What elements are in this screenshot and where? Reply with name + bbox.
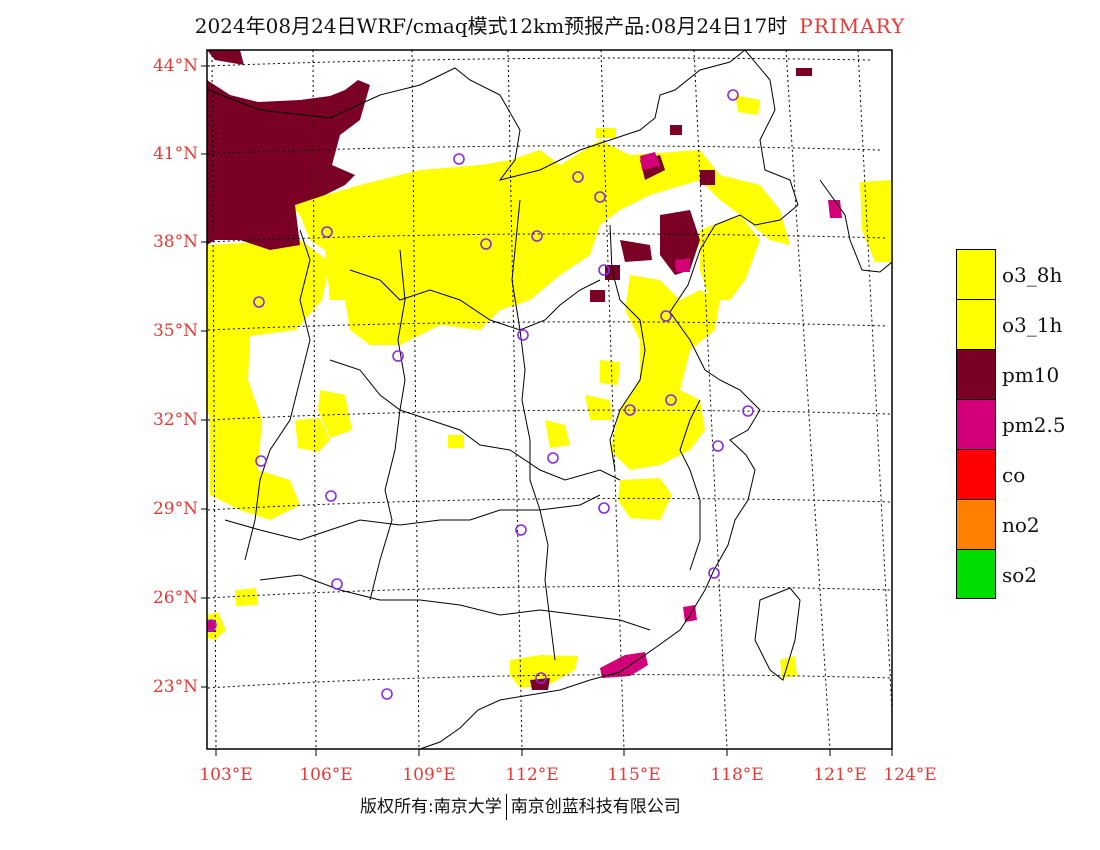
legend-swatch (956, 499, 996, 549)
primary-label: PRIMARY (799, 14, 906, 38)
lat-label-32n: 32°N (152, 410, 198, 430)
station-marker (572, 171, 584, 183)
map-title: 2024年08月24日WRF/cmaq模式12km预报产品:08月24日17时 P… (0, 10, 1100, 39)
title-text: 2024年08月24日WRF/cmaq模式12km预报产品:08月24日17时 (194, 14, 788, 38)
station-marker (480, 238, 492, 250)
station-marker (624, 404, 636, 416)
legend-label: no2 (1002, 513, 1040, 537)
station-marker (727, 89, 739, 101)
station-marker (535, 672, 547, 684)
station-marker (708, 567, 720, 579)
station-marker (598, 502, 610, 514)
station-marker (515, 524, 527, 536)
legend-swatch (956, 349, 996, 399)
station-marker (517, 329, 529, 341)
station-marker (321, 226, 333, 238)
station-marker (531, 230, 543, 242)
lon-label-109e: 109°E (402, 765, 456, 785)
station-marker (381, 688, 393, 700)
map-frame (206, 49, 893, 750)
lat-label-23n: 23°N (152, 677, 198, 697)
legend-swatch (956, 549, 996, 599)
station-marker (594, 191, 606, 203)
station-marker (255, 455, 267, 467)
axis-ticks (201, 65, 893, 756)
o3-field (207, 95, 892, 688)
lon-label-118e: 118°E (710, 765, 764, 785)
lat-label-38n: 38°N (152, 232, 198, 252)
station-marker (598, 264, 610, 276)
station-marker (331, 578, 343, 590)
station-markers (207, 89, 754, 700)
station-marker (325, 490, 337, 502)
station-marker (207, 619, 217, 631)
legend-label: pm10 (1002, 363, 1060, 387)
boundaries (207, 50, 892, 749)
station-marker (712, 440, 724, 452)
station-marker (392, 350, 404, 362)
lon-label-115e: 115°E (607, 765, 661, 785)
copyright-left: 版权所有:南京大学 (360, 797, 502, 817)
lon-label-103e: 103°E (199, 765, 253, 785)
footer-divider (505, 794, 507, 820)
station-marker (742, 405, 754, 417)
station-marker (453, 153, 465, 165)
legend-label: pm2.5 (1002, 413, 1066, 437)
lat-label-29n: 29°N (152, 499, 198, 519)
legend-swatch (956, 249, 996, 299)
legend-swatch (956, 399, 996, 449)
station-marker (665, 394, 677, 406)
legend-swatch (956, 299, 996, 349)
station-marker (660, 310, 672, 322)
station-marker (253, 296, 265, 308)
lon-label-106e: 106°E (299, 765, 353, 785)
legend-swatch (956, 449, 996, 499)
station-marker (547, 452, 559, 464)
lon-label-112e: 112°E (505, 765, 559, 785)
lon-label-124e: 124°E (883, 765, 937, 785)
lat-label-35n: 35°N (152, 321, 198, 341)
copyright-right: 南京创蓝科技有限公司 (510, 797, 681, 817)
lat-label-41n: 41°N (152, 144, 198, 164)
lat-label-26n: 26°N (152, 588, 198, 608)
legend-label: so2 (1002, 563, 1038, 587)
lat-label-44n: 44°N (152, 56, 198, 76)
legend-label: o3_8h (1002, 263, 1063, 287)
legend-label: co (1002, 463, 1026, 487)
legend-label: o3_1h (1002, 313, 1063, 337)
lon-label-121e: 121°E (813, 765, 867, 785)
copyright-footer: 版权所有:南京大学 南京创蓝科技有限公司 (360, 792, 681, 820)
map-content (207, 50, 892, 749)
